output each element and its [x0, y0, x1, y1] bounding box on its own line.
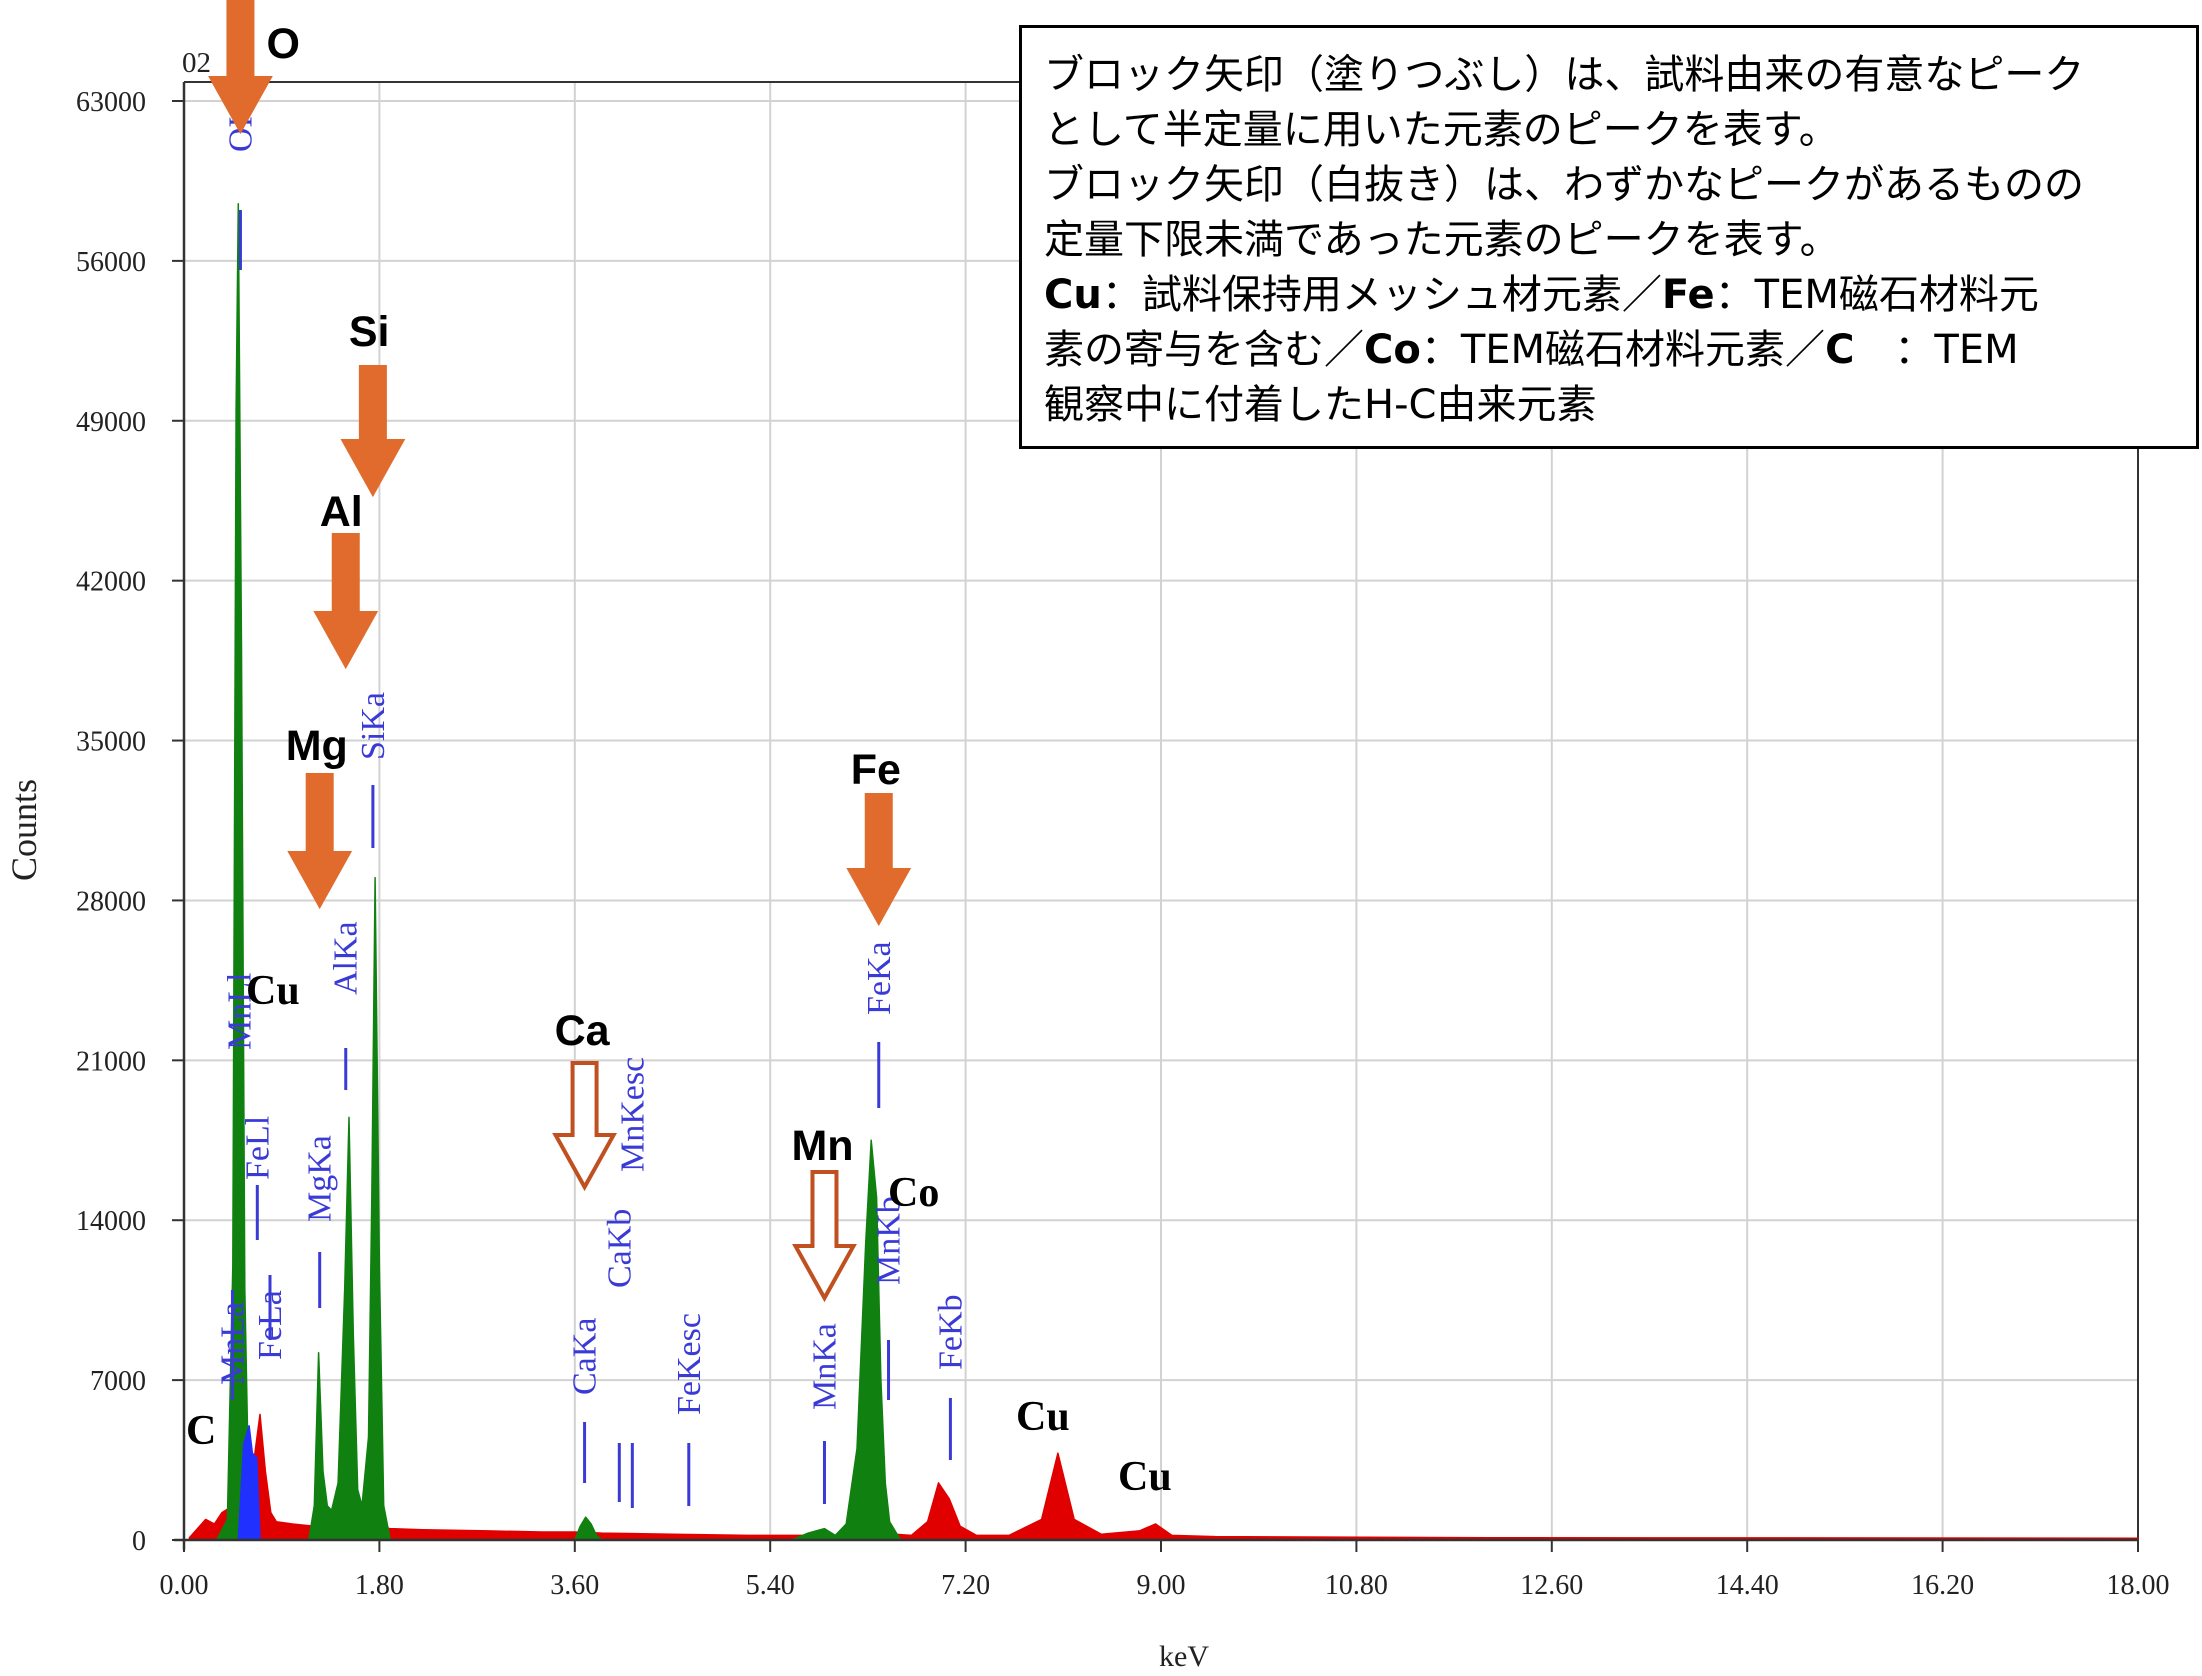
element-symbol-mg: Mg	[286, 722, 348, 770]
peak-label-feka: FeKa	[861, 941, 898, 1015]
note-line: 観察中に付着したH-C由来元素	[1044, 382, 1597, 428]
x-axis-label: keV	[1159, 1640, 1209, 1673]
peak-label-fela: FeLa	[252, 1290, 289, 1360]
element-symbol-ca: Ca	[555, 1007, 611, 1055]
note-line: 素の寄与を含む／Co：TEM磁石材料元素／C ：TEM	[1044, 327, 2019, 373]
y-tick-label: 0	[132, 1526, 146, 1557]
x-tick-label: 14.40	[1716, 1570, 1779, 1601]
spectrum-series	[188, 203, 2139, 1541]
y-tick-label: 56000	[76, 247, 146, 278]
x-tick-label: 12.60	[1520, 1570, 1583, 1601]
y-tick-label: 42000	[76, 567, 146, 598]
block-arrow-fe	[846, 793, 912, 927]
note-line: ブロック矢印（白抜き）は、わずかなピークがあるものの	[1044, 162, 2084, 208]
x-tick-label: 5.40	[746, 1570, 795, 1601]
block-arrow-mn	[792, 1170, 857, 1303]
axes: 02 Counts keV 0.00 1.80 3.60 5.40 7.20 9.00 10…	[4, 47, 2170, 1673]
block-arrow-mg	[287, 773, 353, 910]
y-tick-label: 21000	[76, 1046, 146, 1077]
element-label-cu-ka: Cu	[1016, 1394, 1070, 1440]
x-tick-label: 9.00	[1137, 1570, 1186, 1601]
x-tick-label: 7.20	[941, 1570, 990, 1601]
peak-label-mnkb: MnKb	[871, 1196, 908, 1285]
element-symbol-mn: Mn	[791, 1122, 853, 1170]
element-label-c: C	[186, 1408, 216, 1454]
block-arrow-si	[340, 365, 406, 498]
element-symbol-o: O	[266, 20, 299, 68]
note-element-symbol: Fe	[1661, 272, 1715, 318]
x-tick-label: 18.00	[2107, 1570, 2170, 1601]
peak-label-mnll: MnLl	[222, 973, 259, 1050]
element-symbol-si: Si	[349, 308, 390, 356]
legend-note-box: ブロック矢印（塗りつぶし）は、試料由来の有意なピーク として半定量に用いた元素のピ…	[1019, 25, 2199, 449]
peak-label-mnka: MnKa	[806, 1323, 843, 1410]
peak-label-sika: SiKa	[355, 692, 392, 760]
element-label-cu-kb: Cu	[1118, 1454, 1172, 1500]
block-arrow-ca	[552, 1061, 617, 1192]
y-tick-label: 35000	[76, 727, 146, 758]
element-symbol-fe: Fe	[851, 746, 901, 794]
block-arrow-o	[208, 0, 273, 135]
note-line: として半定量に用いた元素のピークを表す。	[1044, 107, 1839, 153]
x-tick-label: 10.80	[1325, 1570, 1388, 1601]
note-line: Cu：試料保持用メッシュ材元素／Fe：TEM磁石材料元	[1044, 272, 2039, 318]
peak-label-cakb: CaKb	[601, 1209, 638, 1288]
x-tick-label: 16.20	[1911, 1570, 1974, 1601]
x-tick-label: 0.00	[160, 1570, 209, 1601]
element-markers: C Cu Co Cu Cu O Si Al Mg Fe Ca Mn	[186, 0, 1172, 1500]
element-symbol-al: Al	[320, 488, 363, 536]
note-element-symbol: C	[1825, 327, 1855, 373]
note-line: 定量下限未満であった元素のピークを表す。	[1044, 217, 1840, 263]
peak-label-caka: CaKa	[567, 1318, 604, 1395]
peak-label-mnla: MnLa	[214, 1302, 251, 1385]
peak-label-mnkesc: MnKesc	[614, 1057, 651, 1172]
peak-label-fell: FeLl	[239, 1116, 276, 1180]
y-tick-label: 7000	[90, 1366, 146, 1397]
note-element-symbol: Co	[1364, 327, 1421, 373]
note-element-symbol: Cu	[1044, 272, 1102, 318]
y-axis-label: Counts	[4, 779, 44, 881]
element-label-cu-l: Cu	[246, 968, 300, 1014]
corner-label: 02	[182, 47, 211, 79]
x-tick-label: 1.80	[355, 1570, 404, 1601]
y-tick-label: 63000	[76, 87, 146, 118]
y-tick-label: 14000	[76, 1206, 146, 1237]
block-arrow-al	[313, 533, 379, 670]
y-tick-label: 28000	[76, 886, 146, 917]
peak-label-fekb: FeKb	[932, 1294, 969, 1370]
y-tick-label: 49000	[76, 407, 146, 438]
peak-label-alka: AlKa	[328, 921, 365, 995]
element-label-co: Co	[888, 1170, 939, 1216]
peak-label-mgka: MgKa	[302, 1135, 339, 1222]
x-tick-label: 3.60	[550, 1570, 599, 1601]
note-line: ブロック矢印（塗りつぶし）は、試料由来の有意なピーク	[1044, 52, 2085, 98]
peak-label-fekesc: FeKesc	[671, 1313, 708, 1415]
